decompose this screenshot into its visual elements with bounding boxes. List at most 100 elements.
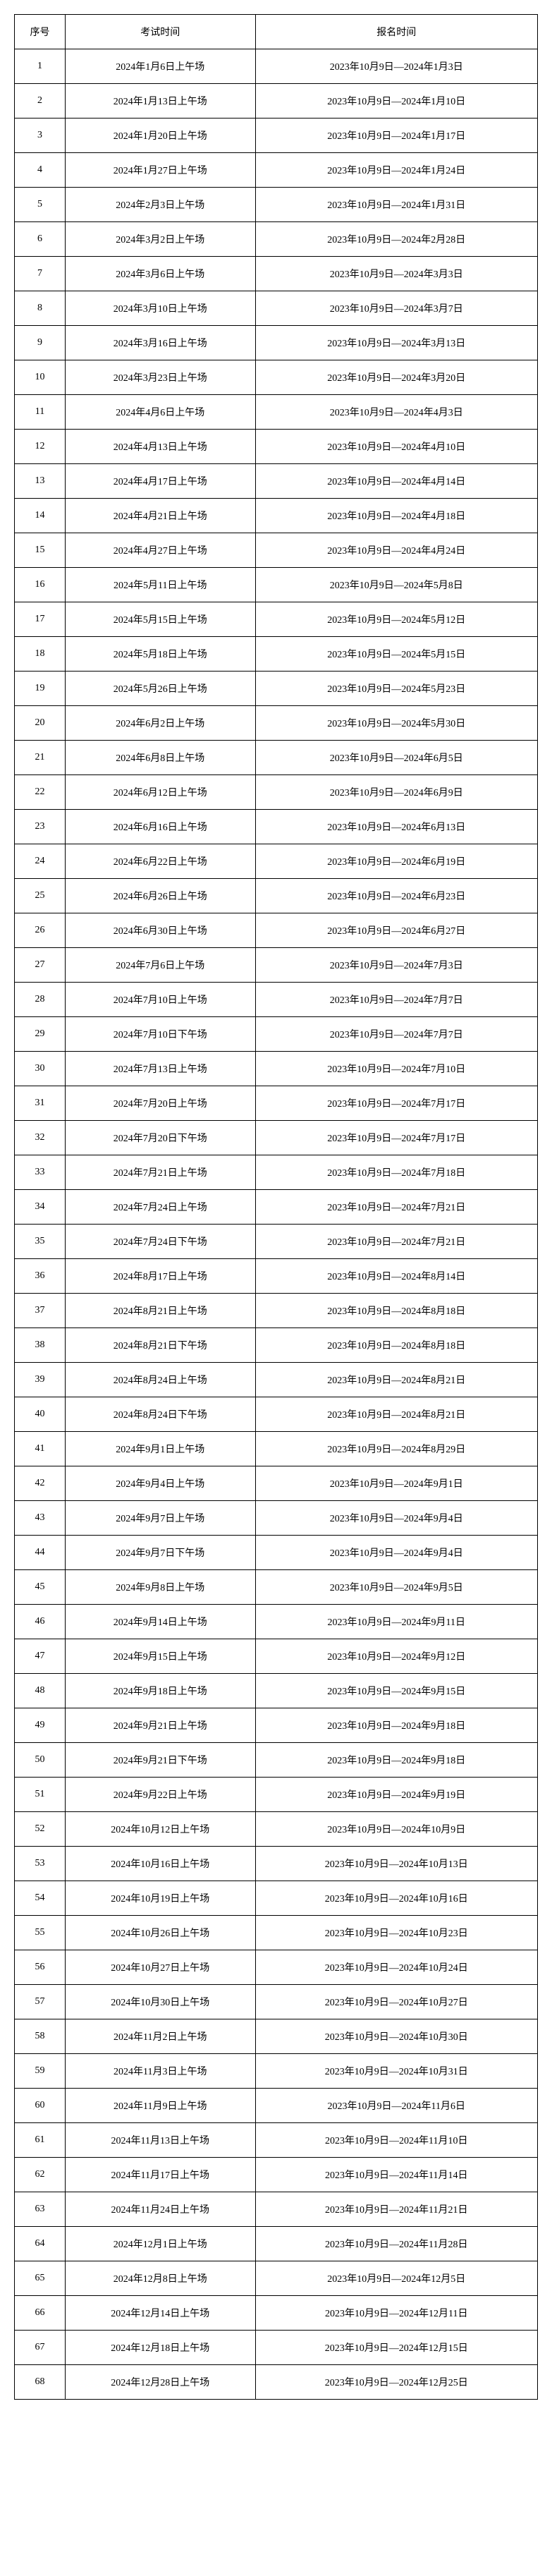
table-row: 362024年8月17日上午场2023年10月9日—2024年8月14日 [15, 1259, 538, 1294]
exam-cell: 2024年9月7日上午场 [65, 1501, 255, 1536]
exam-cell: 2024年4月6日上午场 [65, 395, 255, 430]
seq-cell: 24 [15, 844, 66, 879]
reg-cell: 2023年10月9日—2024年3月13日 [255, 326, 537, 360]
seq-cell: 66 [15, 2296, 66, 2331]
seq-cell: 38 [15, 1328, 66, 1363]
reg-cell: 2023年10月9日—2024年5月12日 [255, 602, 537, 637]
exam-cell: 2024年7月24日下午场 [65, 1225, 255, 1259]
seq-cell: 52 [15, 1812, 66, 1847]
table-row: 132024年4月17日上午场2023年10月9日—2024年4月14日 [15, 464, 538, 499]
exam-cell: 2024年6月8日上午场 [65, 741, 255, 775]
exam-cell: 2024年12月18日上午场 [65, 2331, 255, 2365]
exam-cell: 2024年9月8日上午场 [65, 1570, 255, 1605]
seq-cell: 53 [15, 1847, 66, 1881]
exam-cell: 2024年11月3日上午场 [65, 2054, 255, 2089]
seq-cell: 15 [15, 533, 66, 568]
table-row: 372024年8月21日上午场2023年10月9日—2024年8月18日 [15, 1294, 538, 1328]
table-row: 412024年9月1日上午场2023年10月9日—2024年8月29日 [15, 1432, 538, 1466]
seq-cell: 28 [15, 983, 66, 1017]
exam-cell: 2024年4月13日上午场 [65, 430, 255, 464]
reg-cell: 2023年10月9日—2024年1月17日 [255, 119, 537, 153]
exam-cell: 2024年4月21日上午场 [65, 499, 255, 533]
table-row: 672024年12月18日上午场2023年10月9日—2024年12月15日 [15, 2331, 538, 2365]
table-row: 352024年7月24日下午场2023年10月9日—2024年7月21日 [15, 1225, 538, 1259]
reg-cell: 2023年10月9日—2024年9月4日 [255, 1501, 537, 1536]
table-row: 42024年1月27日上午场2023年10月9日—2024年1月24日 [15, 153, 538, 188]
reg-cell: 2023年10月9日—2024年12月5日 [255, 2261, 537, 2296]
exam-cell: 2024年7月20日上午场 [65, 1086, 255, 1121]
reg-cell: 2023年10月9日—2024年7月18日 [255, 1155, 537, 1190]
table-row: 532024年10月16日上午场2023年10月9日—2024年10月13日 [15, 1847, 538, 1881]
seq-cell: 59 [15, 2054, 66, 2089]
table-row: 622024年11月17日上午场2023年10月9日—2024年11月14日 [15, 2158, 538, 2192]
reg-cell: 2023年10月9日—2024年4月18日 [255, 499, 537, 533]
exam-cell: 2024年7月21日上午场 [65, 1155, 255, 1190]
reg-cell: 2023年10月9日—2024年1月10日 [255, 84, 537, 119]
table-row: 272024年7月6日上午场2023年10月9日—2024年7月3日 [15, 948, 538, 983]
seq-cell: 1 [15, 49, 66, 84]
exam-cell: 2024年7月20日下午场 [65, 1121, 255, 1155]
table-row: 472024年9月15日上午场2023年10月9日—2024年9月12日 [15, 1639, 538, 1674]
table-row: 162024年5月11日上午场2023年10月9日—2024年5月8日 [15, 568, 538, 602]
exam-cell: 2024年9月15日上午场 [65, 1639, 255, 1674]
exam-cell: 2024年8月21日上午场 [65, 1294, 255, 1328]
reg-cell: 2023年10月9日—2024年7月10日 [255, 1052, 537, 1086]
seq-cell: 56 [15, 1950, 66, 1985]
reg-cell: 2023年10月9日—2024年11月21日 [255, 2192, 537, 2227]
exam-cell: 2024年3月23日上午场 [65, 360, 255, 395]
reg-cell: 2023年10月9日—2024年3月3日 [255, 257, 537, 291]
seq-cell: 13 [15, 464, 66, 499]
table-row: 602024年11月9日上午场2023年10月9日—2024年11月6日 [15, 2089, 538, 2123]
exam-cell: 2024年3月16日上午场 [65, 326, 255, 360]
seq-cell: 50 [15, 1743, 66, 1778]
reg-cell: 2023年10月9日—2024年10月23日 [255, 1916, 537, 1950]
seq-cell: 48 [15, 1674, 66, 1708]
table-row: 442024年9月7日下午场2023年10月9日—2024年9月4日 [15, 1536, 538, 1570]
reg-cell: 2023年10月9日—2024年9月5日 [255, 1570, 537, 1605]
seq-cell: 65 [15, 2261, 66, 2296]
reg-cell: 2023年10月9日—2024年6月23日 [255, 879, 537, 913]
exam-cell: 2024年12月8日上午场 [65, 2261, 255, 2296]
reg-cell: 2023年10月9日—2024年4月3日 [255, 395, 537, 430]
seq-cell: 41 [15, 1432, 66, 1466]
table-row: 52024年2月3日上午场2023年10月9日—2024年1月31日 [15, 188, 538, 222]
reg-cell: 2023年10月9日—2024年6月13日 [255, 810, 537, 844]
table-row: 102024年3月23日上午场2023年10月9日—2024年3月20日 [15, 360, 538, 395]
table-row: 282024年7月10日上午场2023年10月9日—2024年7月7日 [15, 983, 538, 1017]
reg-cell: 2023年10月9日—2024年11月6日 [255, 2089, 537, 2123]
reg-cell: 2023年10月9日—2024年8月21日 [255, 1363, 537, 1397]
exam-cell: 2024年7月13日上午场 [65, 1052, 255, 1086]
reg-cell: 2023年10月9日—2024年5月15日 [255, 637, 537, 672]
table-row: 62024年3月2日上午场2023年10月9日—2024年2月28日 [15, 222, 538, 257]
exam-cell: 2024年10月19日上午场 [65, 1881, 255, 1916]
exam-cell: 2024年11月17日上午场 [65, 2158, 255, 2192]
table-row: 172024年5月15日上午场2023年10月9日—2024年5月12日 [15, 602, 538, 637]
reg-cell: 2023年10月9日—2024年5月8日 [255, 568, 537, 602]
table-row: 642024年12月1日上午场2023年10月9日—2024年11月28日 [15, 2227, 538, 2261]
seq-cell: 7 [15, 257, 66, 291]
seq-cell: 5 [15, 188, 66, 222]
reg-cell: 2023年10月9日—2024年10月13日 [255, 1847, 537, 1881]
reg-cell: 2023年10月9日—2024年8月29日 [255, 1432, 537, 1466]
table-row: 262024年6月30日上午场2023年10月9日—2024年6月27日 [15, 913, 538, 948]
exam-cell: 2024年9月14日上午场 [65, 1605, 255, 1639]
seq-cell: 49 [15, 1708, 66, 1743]
exam-cell: 2024年2月3日上午场 [65, 188, 255, 222]
seq-cell: 14 [15, 499, 66, 533]
table-row: 542024年10月19日上午场2023年10月9日—2024年10月16日 [15, 1881, 538, 1916]
table-row: 312024年7月20日上午场2023年10月9日—2024年7月17日 [15, 1086, 538, 1121]
exam-cell: 2024年6月26日上午场 [65, 879, 255, 913]
exam-cell: 2024年9月22日上午场 [65, 1778, 255, 1812]
seq-cell: 8 [15, 291, 66, 326]
table-row: 142024年4月21日上午场2023年10月9日—2024年4月18日 [15, 499, 538, 533]
reg-cell: 2023年10月9日—2024年3月20日 [255, 360, 537, 395]
reg-cell: 2023年10月9日—2024年9月15日 [255, 1674, 537, 1708]
seq-cell: 9 [15, 326, 66, 360]
reg-cell: 2023年10月9日—2024年8月18日 [255, 1328, 537, 1363]
seq-cell: 44 [15, 1536, 66, 1570]
seq-cell: 12 [15, 430, 66, 464]
table-row: 222024年6月12日上午场2023年10月9日—2024年6月9日 [15, 775, 538, 810]
exam-cell: 2024年9月4日上午场 [65, 1466, 255, 1501]
reg-cell: 2023年10月9日—2024年11月10日 [255, 2123, 537, 2158]
exam-cell: 2024年9月7日下午场 [65, 1536, 255, 1570]
